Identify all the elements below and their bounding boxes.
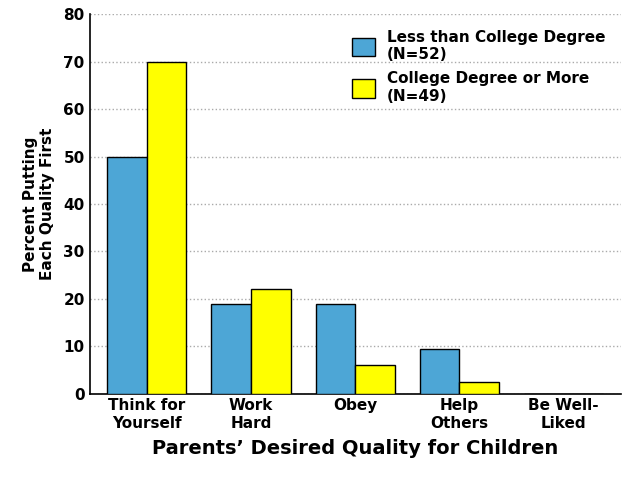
Legend: Less than College Degree
(N=52), College Degree or More
(N=49): Less than College Degree (N=52), College… <box>344 22 613 111</box>
Bar <box>108 156 147 394</box>
Bar <box>251 289 291 394</box>
Bar <box>420 348 460 394</box>
Y-axis label: Percent Putting
Each Quality First: Percent Putting Each Quality First <box>22 128 55 280</box>
Bar <box>460 382 499 394</box>
Bar <box>355 365 395 394</box>
Bar <box>147 62 186 394</box>
Bar <box>211 303 251 394</box>
X-axis label: Parents’ Desired Quality for Children: Parents’ Desired Quality for Children <box>152 439 558 458</box>
Bar <box>316 303 355 394</box>
